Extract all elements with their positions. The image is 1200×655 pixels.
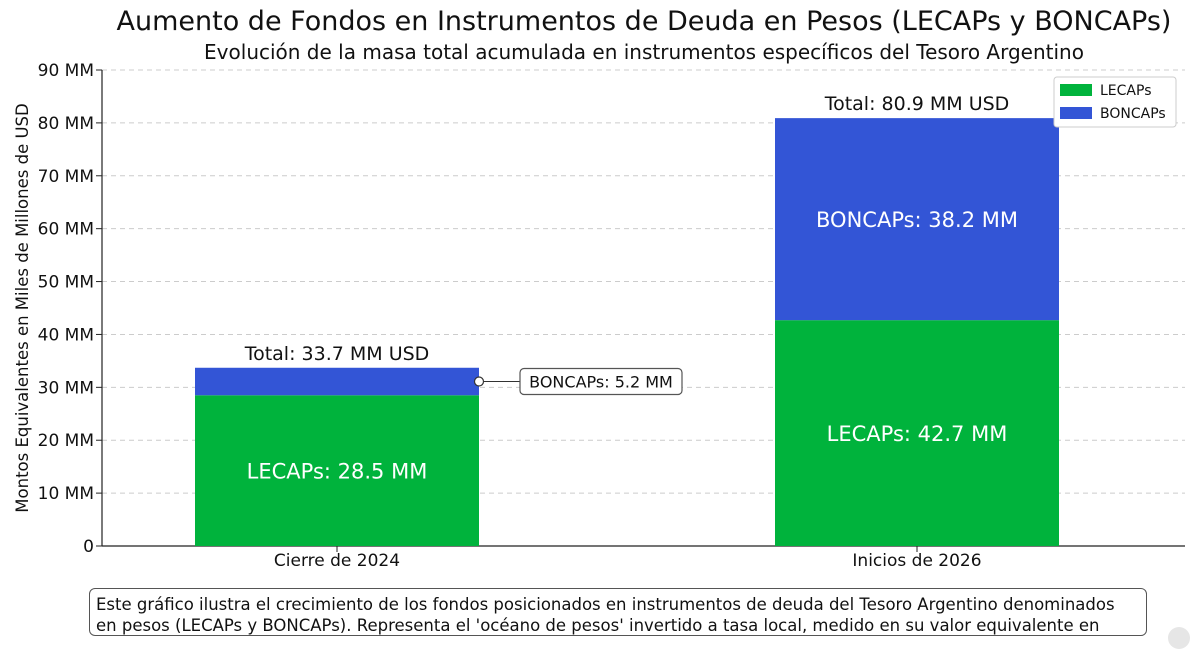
bar-segment-boncaps bbox=[195, 367, 479, 396]
y-axis-label: Montos Equivalentes en Miles de Millones… bbox=[13, 103, 32, 512]
y-tick-label: 80 MM bbox=[38, 114, 94, 134]
chart-caption: Este gráfico ilustra el crecimiento de l… bbox=[89, 588, 1147, 636]
legend-swatch-lecaps bbox=[1060, 84, 1092, 96]
callout-box bbox=[519, 367, 683, 396]
x-tick-label: Inicios de 2026 bbox=[852, 551, 981, 571]
callout-dot bbox=[473, 376, 485, 387]
y-tick-label: 40 MM bbox=[38, 325, 94, 345]
watermark-icon bbox=[1168, 627, 1190, 649]
chart-title: Aumento de Fondos en Instrumentos de Deu… bbox=[116, 6, 1172, 37]
y-tick-label: 0 bbox=[83, 537, 94, 557]
x-tick-label: Cierre de 2024 bbox=[274, 551, 400, 571]
legend-label-lecaps: LECAPs bbox=[1100, 83, 1152, 99]
chart-subtitle: Evolución de la masa total acumulada en … bbox=[204, 40, 1084, 64]
legend-label-boncaps: BONCAPs bbox=[1100, 106, 1166, 122]
y-tick-label: 30 MM bbox=[38, 378, 94, 398]
stacked-bar-chart: 0 10 MM 20 MM 30 MM 40 MM 50 MM 60 MM 70 MM 80 M… bbox=[13, 61, 1185, 571]
y-tick-label: 60 MM bbox=[38, 220, 94, 240]
segment-label: LECAPs: 28.5 MM bbox=[247, 460, 428, 484]
bar-segment-lecaps bbox=[775, 320, 1059, 546]
segment-label: BONCAPs: 38.2 MM bbox=[816, 208, 1018, 232]
segment-label: LECAPs: 42.7 MM bbox=[827, 422, 1008, 446]
total-label: Total: 33.7 MM USD bbox=[244, 343, 430, 365]
bar-segment-boncaps bbox=[775, 118, 1059, 321]
y-tick-label: 70 MM bbox=[38, 167, 94, 187]
bar-segment-lecaps bbox=[195, 395, 479, 546]
y-tick-label: 10 MM bbox=[38, 484, 94, 504]
legend-swatch-boncaps bbox=[1060, 107, 1092, 119]
total-label: Total: 80.9 MM USD bbox=[824, 93, 1010, 115]
y-tick-label: 50 MM bbox=[38, 273, 94, 293]
y-tick-label: 20 MM bbox=[38, 431, 94, 451]
y-tick-label: 90 MM bbox=[38, 61, 94, 81]
callout-label: BONCAPs: 5.2 MM bbox=[529, 373, 673, 392]
